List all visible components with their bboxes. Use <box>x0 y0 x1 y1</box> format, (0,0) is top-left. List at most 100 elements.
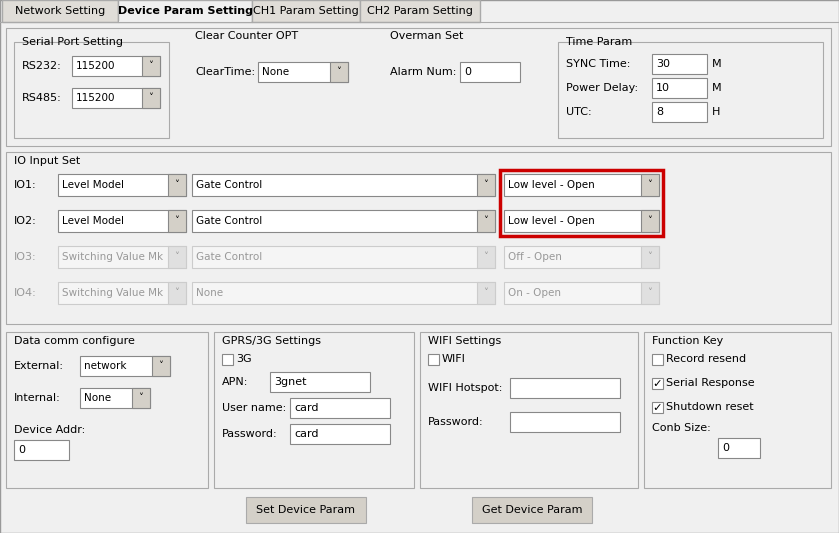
Bar <box>6 152 831 324</box>
Bar <box>142 56 160 76</box>
Bar <box>118 0 252 22</box>
Text: RS232:: RS232: <box>22 61 62 71</box>
Text: network: network <box>84 361 127 371</box>
Text: ˅: ˅ <box>483 216 488 226</box>
Text: ˅: ˅ <box>336 67 341 77</box>
Text: ˅: ˅ <box>159 361 164 371</box>
Bar <box>644 332 831 488</box>
Bar <box>2 0 118 22</box>
Bar <box>652 54 707 74</box>
Text: Level Model: Level Model <box>62 216 124 226</box>
Text: WIFI: WIFI <box>442 354 466 365</box>
Text: M: M <box>712 83 722 93</box>
Text: M: M <box>712 59 722 69</box>
Bar <box>58 174 186 196</box>
Text: Data comm configure: Data comm configure <box>14 336 135 346</box>
Bar <box>477 282 495 304</box>
Text: ˅: ˅ <box>483 288 488 298</box>
Text: IO2:: IO2: <box>14 216 37 226</box>
Bar <box>504 282 659 304</box>
Bar <box>641 282 659 304</box>
Text: CH1 Param Setting: CH1 Param Setting <box>253 6 359 16</box>
Bar <box>72 56 160 76</box>
Text: WIFI Hotspot:: WIFI Hotspot: <box>428 383 503 393</box>
Text: WIFI Settings: WIFI Settings <box>428 336 501 346</box>
Bar <box>246 497 366 523</box>
Bar <box>428 354 439 365</box>
Bar <box>142 88 160 108</box>
Text: ✓: ✓ <box>653 378 662 389</box>
Text: On - Open: On - Open <box>508 288 561 298</box>
Bar <box>168 282 186 304</box>
Text: IO3:: IO3: <box>14 252 37 262</box>
Text: ClearTime:: ClearTime: <box>195 67 255 77</box>
Text: ˅: ˅ <box>483 252 488 262</box>
Text: Off - Open: Off - Open <box>508 252 562 262</box>
Bar <box>290 424 390 444</box>
Text: Time Param: Time Param <box>566 37 633 47</box>
Text: ˅: ˅ <box>138 393 143 403</box>
Text: Conb Size:: Conb Size: <box>652 423 711 433</box>
Bar <box>504 246 659 268</box>
Bar <box>652 378 663 389</box>
Text: 8: 8 <box>656 107 663 117</box>
Text: RS485:: RS485: <box>22 93 62 103</box>
Bar <box>80 356 170 376</box>
Bar <box>641 210 659 232</box>
Bar <box>472 497 592 523</box>
Text: Level Model: Level Model <box>62 180 124 190</box>
Text: Gate Control: Gate Control <box>196 180 263 190</box>
Bar <box>510 378 620 398</box>
Bar <box>504 174 659 196</box>
Text: CH2 Param Setting: CH2 Param Setting <box>367 6 473 16</box>
Bar <box>252 0 360 22</box>
Text: Gate Control: Gate Control <box>196 252 263 262</box>
Text: Password:: Password: <box>428 417 483 427</box>
Text: Set Device Param: Set Device Param <box>257 505 356 515</box>
Text: None: None <box>262 67 289 77</box>
Text: Low level - Open: Low level - Open <box>508 180 595 190</box>
Text: ˅: ˅ <box>648 288 653 298</box>
Bar <box>168 210 186 232</box>
Bar <box>477 210 495 232</box>
Text: ˅: ˅ <box>149 61 154 71</box>
Text: 3G: 3G <box>236 354 252 365</box>
Bar <box>214 332 414 488</box>
Text: APN:: APN: <box>222 377 248 387</box>
Text: Get Device Param: Get Device Param <box>482 505 582 515</box>
Text: 10: 10 <box>656 83 670 93</box>
Bar <box>420 332 638 488</box>
Text: Shutdown reset: Shutdown reset <box>666 402 753 413</box>
Text: Network Setting: Network Setting <box>15 6 105 16</box>
Text: Password:: Password: <box>222 429 278 439</box>
Text: ✓: ✓ <box>653 402 662 413</box>
Text: Clear Counter OPT: Clear Counter OPT <box>195 31 298 41</box>
Text: External:: External: <box>14 361 64 371</box>
Text: Serial Response: Serial Response <box>666 378 754 389</box>
Text: ˅: ˅ <box>175 216 180 226</box>
Bar <box>222 354 233 365</box>
Text: ˅: ˅ <box>648 252 653 262</box>
Text: Record resend: Record resend <box>666 354 746 365</box>
Bar <box>6 332 208 488</box>
Text: card: card <box>294 403 319 413</box>
Text: Internal:: Internal: <box>14 393 60 403</box>
Bar <box>58 246 186 268</box>
Text: Serial Port Setting: Serial Port Setting <box>22 37 123 47</box>
Text: 3gnet: 3gnet <box>274 377 306 387</box>
Bar <box>168 174 186 196</box>
Bar <box>652 402 663 413</box>
Text: ˅: ˅ <box>175 252 180 262</box>
Text: ˅: ˅ <box>175 180 180 190</box>
Text: ˅: ˅ <box>648 180 653 190</box>
Bar <box>132 388 150 408</box>
Text: ˅: ˅ <box>149 93 154 103</box>
Bar <box>168 246 186 268</box>
Bar <box>58 210 186 232</box>
Bar <box>14 440 69 460</box>
Bar <box>641 174 659 196</box>
Text: ˅: ˅ <box>483 180 488 190</box>
Bar <box>58 282 186 304</box>
Bar <box>270 372 370 392</box>
Bar <box>6 28 831 146</box>
